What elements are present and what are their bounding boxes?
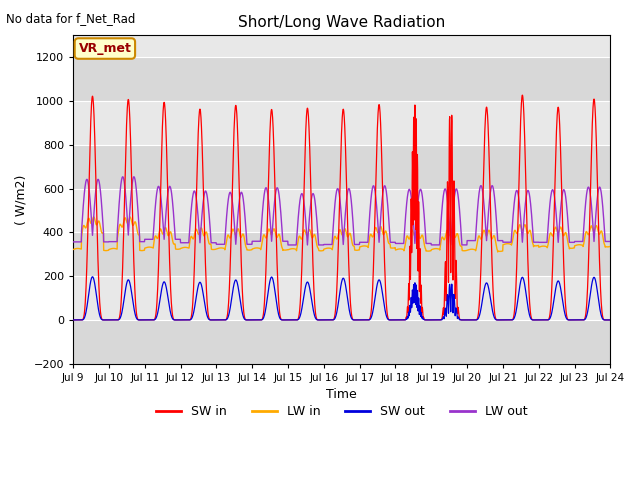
Bar xyxy=(73,57,611,101)
Text: VR_met: VR_met xyxy=(79,42,131,55)
Bar xyxy=(73,276,611,320)
Bar xyxy=(73,320,611,364)
Text: No data for f_Net_Rad: No data for f_Net_Rad xyxy=(6,12,136,25)
Y-axis label: ( W/m2): ( W/m2) xyxy=(15,174,28,225)
Bar xyxy=(73,189,611,232)
X-axis label: Time: Time xyxy=(326,388,357,401)
Legend: SW in, LW in, SW out, LW out: SW in, LW in, SW out, LW out xyxy=(151,400,532,423)
Bar xyxy=(73,101,611,145)
Bar xyxy=(73,145,611,189)
Title: Short/Long Wave Radiation: Short/Long Wave Radiation xyxy=(238,15,445,30)
Bar xyxy=(73,232,611,276)
